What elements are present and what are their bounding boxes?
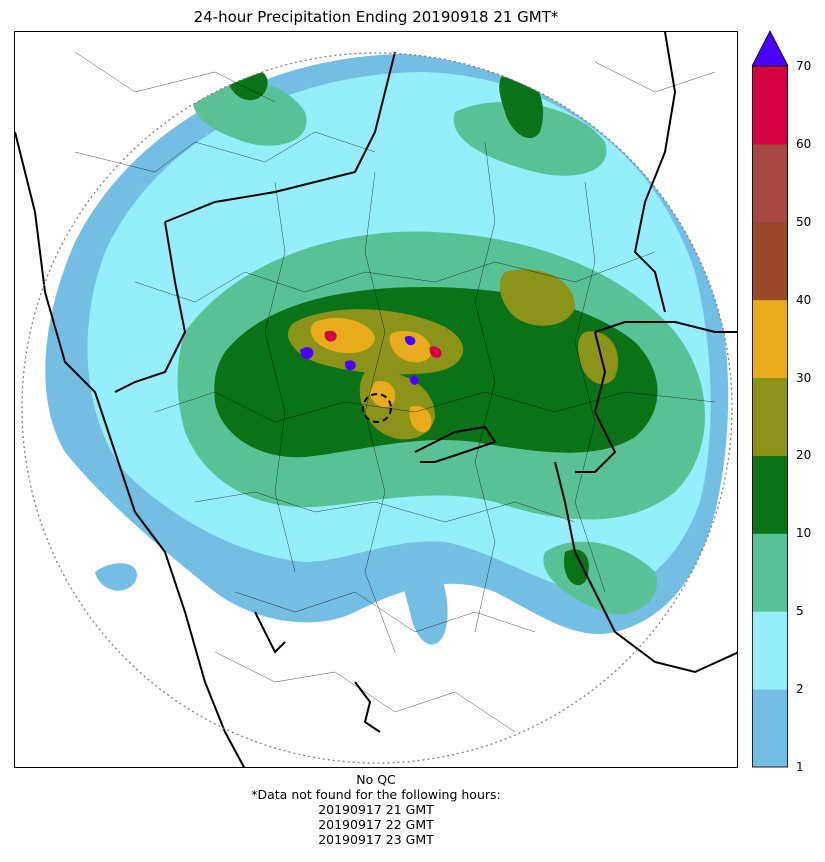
colorbar-tick-label: 50 bbox=[796, 214, 812, 229]
chart-title: 24-hour Precipitation Ending 20190918 21… bbox=[193, 8, 559, 26]
colorbar-tick-label: 5 bbox=[796, 604, 804, 619]
colorbar-segment bbox=[752, 299, 788, 379]
precip-extreme-cells bbox=[409, 375, 419, 385]
colorbar-segment bbox=[752, 66, 788, 145]
footer-notes: No QC *Data not found for the following … bbox=[14, 772, 738, 847]
district-boundaries bbox=[74, 51, 716, 733]
colorbar bbox=[752, 30, 788, 768]
state-boundaries bbox=[15, 32, 737, 767]
colorbar-segment bbox=[752, 611, 788, 690]
colorbar-segment bbox=[752, 221, 788, 301]
colorbar-segment bbox=[752, 143, 788, 223]
precip-band-1-2 bbox=[95, 563, 137, 591]
precip-band-5-10 bbox=[193, 81, 307, 146]
colorbar-tick-label: 2 bbox=[796, 682, 804, 697]
qc-label: No QC bbox=[356, 772, 396, 787]
colorbar-tick-label: 1 bbox=[796, 760, 804, 774]
colorbar-tick-label: 70 bbox=[796, 59, 812, 73]
precip-band-60-70 bbox=[429, 346, 442, 358]
missing-hour: 20190917 21 GMT bbox=[318, 802, 434, 817]
precip-band-1-2 bbox=[400, 551, 448, 645]
precip-band-30-40 bbox=[409, 406, 432, 433]
missing-hours-note: *Data not found for the following hours: bbox=[251, 787, 501, 802]
colorbar-tick-label: 30 bbox=[796, 370, 812, 385]
precipitation-field bbox=[45, 53, 729, 645]
precip-band-20-30 bbox=[578, 331, 619, 385]
precip-band-30-40 bbox=[310, 317, 375, 354]
precip-band-5-10 bbox=[453, 102, 607, 176]
missing-hour: 20190917 22 GMT bbox=[318, 817, 434, 832]
precipitation-map bbox=[14, 31, 738, 768]
radar-center-marker bbox=[362, 393, 392, 423]
missing-hour: 20190917 23 GMT bbox=[318, 832, 434, 847]
precip-extreme-cells bbox=[404, 335, 416, 346]
map-canvas bbox=[15, 32, 737, 767]
precip-extreme-cells bbox=[344, 360, 356, 371]
colorbar-frame bbox=[752, 65, 788, 768]
colorbar-tick-label: 60 bbox=[796, 136, 812, 151]
precip-band-60-70 bbox=[324, 330, 337, 342]
colorbar-extend-arrow bbox=[752, 30, 788, 67]
colorbar-tick-label: 40 bbox=[796, 292, 812, 307]
precip-band-10-20 bbox=[564, 549, 589, 586]
radar-range-ring bbox=[21, 52, 733, 764]
precip-extreme-cells bbox=[300, 347, 314, 360]
precip-band-30-40 bbox=[389, 331, 431, 363]
colorbar-segment bbox=[752, 533, 788, 612]
precip-band-20-30 bbox=[499, 269, 575, 326]
colorbar-segment bbox=[752, 689, 788, 768]
colorbar-segment bbox=[752, 377, 788, 456]
colorbar-tick-label: 20 bbox=[796, 448, 812, 463]
colorbar-segment bbox=[752, 455, 788, 534]
colorbar-tick-label: 10 bbox=[796, 526, 812, 541]
